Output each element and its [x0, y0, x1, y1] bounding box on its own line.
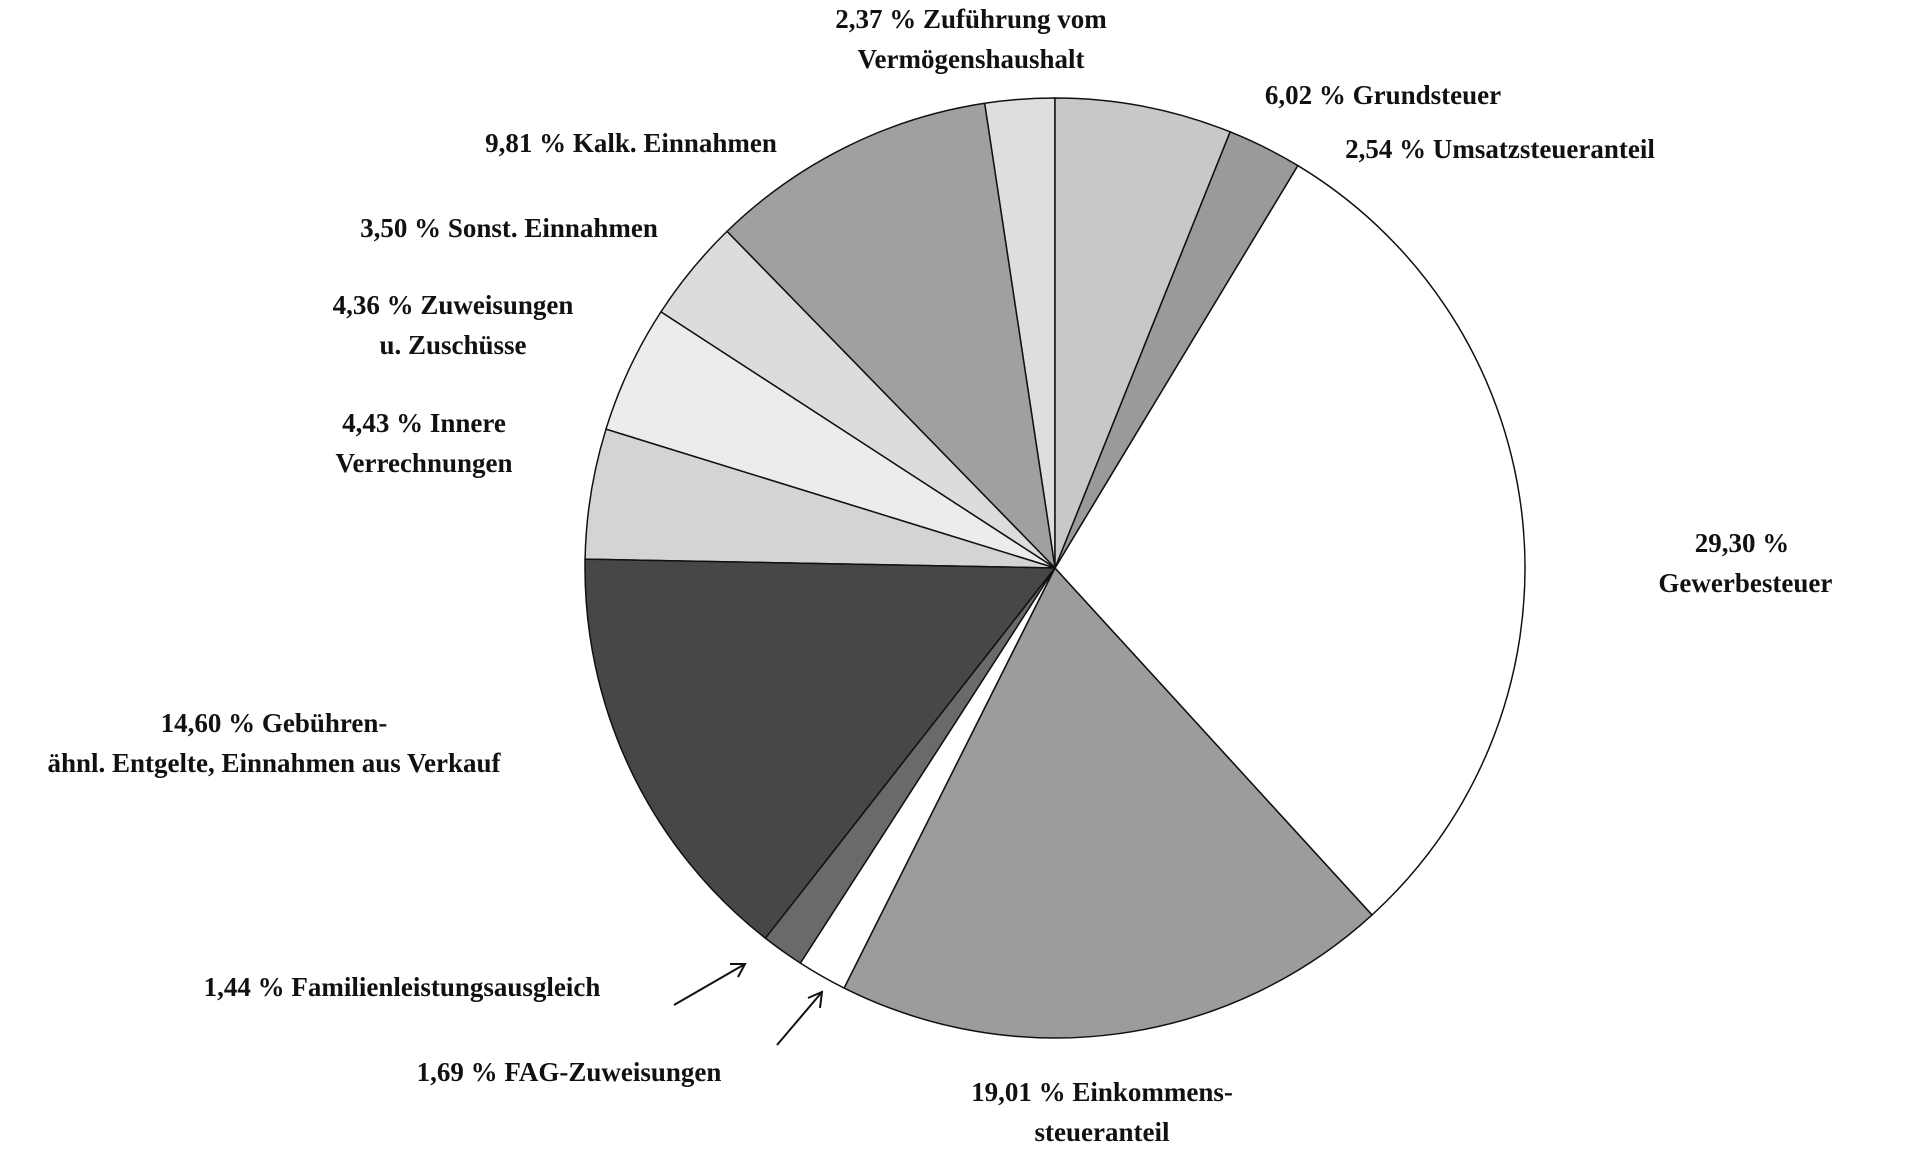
arrow-head [730, 963, 747, 978]
category-label: Innere Verrechnungen [335, 408, 513, 478]
pie-slice [843, 566, 1374, 1039]
slice-label: 4,36 % Zuweisungen u. Zuschüsse [333, 285, 574, 365]
slice-label: 2,37 % Zuführung vom Vermögenshaushalt [835, 0, 1107, 79]
arrow [673, 963, 746, 1006]
value-label: 9,81 % [485, 128, 567, 158]
category-label: Gebühren- ähnl. Entgelte, Einnahmen aus … [47, 708, 501, 778]
value-label: 2,54 % [1345, 134, 1427, 164]
value-label: 1,69 % [416, 1057, 498, 1087]
value-label: 6,02 % [1264, 80, 1346, 110]
slice-label: 4,43 % Innere Verrechnungen [335, 403, 512, 483]
category-label: Umsatzsteueranteil [1432, 134, 1655, 164]
category-label: Zuweisungen u. Zuschüsse [379, 290, 574, 360]
value-label: 1,44 % [203, 972, 285, 1002]
category-label: Familienleistungsausgleich [291, 972, 601, 1002]
value-label: 4,43 % [342, 408, 424, 438]
pie-slice [1054, 97, 1232, 569]
slice-label: 1,44 % Familienleistungsausgleich [204, 967, 601, 1007]
pie-slice [584, 558, 1057, 940]
slice-label: 3,50 % Sonst. Einnahmen [360, 208, 658, 248]
value-label: 19,01 % [971, 1077, 1066, 1107]
slice-label: 1,69 % FAG-Zuweisungen [417, 1052, 722, 1092]
category-label: Sonst. Einnahmen [447, 213, 658, 243]
category-label: Grundsteuer [1352, 80, 1502, 110]
category-label: Einkommens- steueranteil [1034, 1077, 1233, 1147]
pie-slice [725, 102, 1057, 571]
value-label: 4,36 % [332, 290, 414, 320]
arrow-head [807, 990, 824, 1009]
pie-slice [1054, 164, 1526, 916]
slice-label: 29,30 % Gewerbesteuer [1652, 523, 1833, 603]
value-label: 2,37 % [835, 4, 917, 34]
value-label: 14,60 % [160, 708, 256, 738]
arrows [673, 963, 824, 1046]
slice-label: 14,60 % Gebühren- ähnl. Entgelte, Einnah… [47, 703, 500, 783]
category-label: Kalk. Einnahmen [572, 128, 777, 158]
category-label: Zuführung vom Vermögenshaushalt [857, 4, 1107, 74]
slice-label: 19,01 % Einkommens- steueranteil [971, 1072, 1233, 1152]
slice-label: 6,02 % Grundsteuer [1265, 75, 1501, 115]
arrow [776, 991, 823, 1046]
slice-label: 2,54 % Umsatzsteueranteil [1345, 129, 1655, 169]
category-label: FAG-Zuweisungen [504, 1057, 722, 1087]
value-label: 3,50 % [360, 213, 442, 243]
category-label: Gewerbesteuer [1658, 568, 1833, 598]
value-label: 29,30 % [1694, 528, 1790, 558]
slice-label: 9,81 % Kalk. Einnahmen [485, 123, 777, 163]
